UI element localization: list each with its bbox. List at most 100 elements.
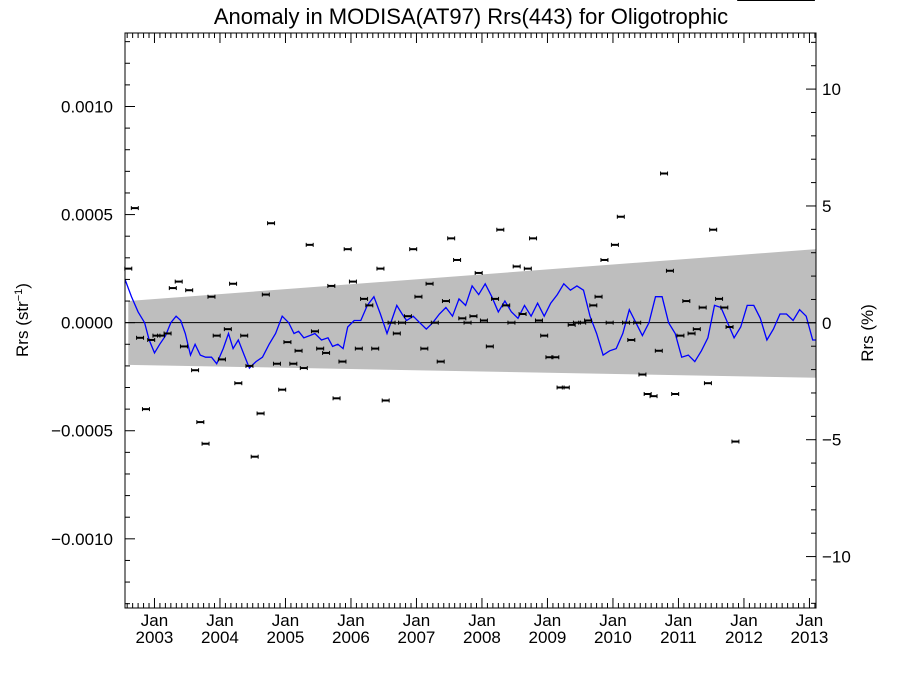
anomaly-point (305, 242, 314, 247)
anomaly-point (141, 407, 150, 412)
anomaly-point (338, 359, 347, 364)
y-left-tick-label: 0.0010 (61, 97, 113, 116)
anomaly-point (453, 257, 462, 262)
anomaly-point (316, 346, 325, 351)
x-tick-year-label: 2013 (791, 628, 829, 647)
anomaly-point (430, 320, 439, 325)
anomaly-point (365, 303, 374, 308)
x-tick-year-label: 2006 (332, 628, 370, 647)
anomaly-point (654, 348, 663, 353)
anomaly-point (709, 227, 718, 232)
anomaly-point (267, 221, 276, 226)
y-left-tick-label: 0.0005 (61, 206, 113, 225)
y-left-tick-label: 0.0000 (61, 314, 113, 333)
y-axis-left-label: Rrs (str−1) (13, 283, 32, 357)
anomaly-point (299, 366, 308, 371)
anomaly-point (278, 387, 287, 392)
anomaly-point (185, 288, 194, 293)
anomaly-point (403, 314, 412, 319)
anomaly-point (436, 359, 445, 364)
anomaly-point (512, 264, 521, 269)
anomaly-point (294, 348, 303, 353)
x-tick-month-label: Jan (796, 611, 823, 630)
x-tick-year-label: 2012 (725, 628, 763, 647)
anomaly-point (409, 247, 418, 252)
anomaly-point (692, 327, 701, 332)
anomaly-point (168, 286, 177, 291)
anomaly-point (147, 337, 156, 342)
anomaly-point (360, 296, 369, 301)
anomaly-point (310, 329, 319, 334)
x-tick-month-label: Jan (141, 611, 168, 630)
anomaly-point (605, 320, 614, 325)
y-axis-right-label: Rrs (%) (858, 304, 877, 362)
uncertainty-band (128, 249, 816, 378)
y-left-tick-label: −0.0005 (51, 422, 113, 441)
anomaly-point (594, 294, 603, 299)
anomaly-point (725, 324, 734, 329)
anomaly-point (371, 346, 380, 351)
anomaly-point (507, 320, 516, 325)
y-right-tick-label: −5 (822, 431, 841, 450)
anomaly-point (616, 214, 625, 219)
x-tick-year-label: 2008 (463, 628, 501, 647)
y-right-tick-label: −10 (822, 548, 851, 567)
anomaly-point (485, 344, 494, 349)
anomaly-point (622, 320, 631, 325)
chart-title: Anomaly in MODISA(AT97) Rrs(443) for Oli… (214, 4, 728, 29)
anomaly-point (322, 350, 331, 355)
anomaly-point (163, 331, 172, 336)
x-tick-year-label: 2011 (660, 628, 697, 647)
anomaly-point (250, 454, 259, 459)
x-tick-year-label: 2010 (594, 628, 632, 647)
anomaly-point (671, 391, 680, 396)
anomaly-point (534, 318, 543, 323)
anomaly-point (207, 294, 216, 299)
y-axis-left: 0.0010 0.0005 0.0000 −0.0005 −0.0010 (51, 41, 135, 605)
smoothed-line-layer (124, 279, 816, 370)
x-tick-month-label: Jan (730, 611, 757, 630)
plot-frame (124, 32, 817, 609)
anomaly-point (496, 227, 505, 232)
uncertainty-band-layer (128, 249, 816, 378)
anomaly-point (289, 361, 298, 366)
anomaly-point (354, 346, 363, 351)
anomaly-point (610, 242, 619, 247)
anomaly-point (540, 333, 549, 338)
x-tick-year-label: 2003 (136, 628, 174, 647)
anomaly-point (502, 303, 511, 308)
anomaly-point (327, 283, 336, 288)
anomaly-point (589, 303, 598, 308)
anomaly-point (387, 320, 396, 325)
anomaly-point (687, 331, 696, 336)
anomaly-point (272, 361, 281, 366)
anomaly-point (660, 171, 669, 176)
anomaly-point (348, 279, 357, 284)
anomaly-point (217, 357, 226, 362)
anomaly-point (283, 340, 292, 345)
anomaly-point (234, 381, 243, 386)
anomaly-point (720, 305, 729, 310)
anomaly-point (124, 266, 133, 271)
x-tick-year-label: 2007 (398, 628, 436, 647)
anomaly-point (633, 320, 642, 325)
anomaly-point (240, 333, 249, 338)
anomaly-point (458, 316, 467, 321)
anomaly-point (398, 320, 407, 325)
anomaly-point (191, 368, 200, 373)
anomaly-point (256, 411, 265, 416)
anomaly-point (179, 344, 188, 349)
x-axis: Jan2003Jan2004Jan2005Jan2006Jan2007Jan20… (126, 33, 829, 647)
anomaly-point (376, 266, 385, 271)
y-right-tick-label: 5 (822, 197, 831, 216)
anomaly-point (196, 420, 205, 425)
y-left-tick-label: −0.0010 (51, 530, 113, 549)
anomaly-point (731, 439, 740, 444)
anomaly-point (600, 257, 609, 262)
x-tick-month-label: Jan (403, 611, 430, 630)
anomaly-point (441, 299, 450, 304)
anomaly-point (649, 394, 658, 399)
anomaly-point (584, 318, 593, 323)
anomaly-point (474, 270, 483, 275)
